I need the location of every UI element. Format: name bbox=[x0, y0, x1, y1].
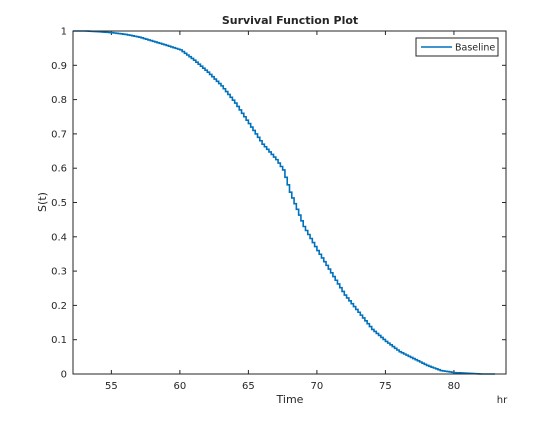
legend-box bbox=[415, 37, 499, 57]
y-axis-label: S(t) bbox=[36, 192, 49, 212]
y-tick-label: 0.7 bbox=[51, 129, 67, 140]
series-layer bbox=[73, 30, 496, 375]
y-tick-label: 0.5 bbox=[51, 198, 67, 209]
y-tick-label: 0.8 bbox=[51, 95, 67, 106]
y-tick-label: 0.2 bbox=[51, 301, 67, 312]
chart-title: Survival Function Plot bbox=[222, 14, 358, 27]
x-tick-label: 70 bbox=[311, 381, 324, 392]
ticks-layer: 55 60 65 70 75 80 0 0.1 0.2 0.3 0.4 0.5 0.6 0.7 0.8 0.9… bbox=[51, 27, 506, 392]
legend-label: Baseline bbox=[455, 43, 495, 54]
legend[interactable]: Baseline bbox=[415, 37, 499, 57]
x-axis-label: Time bbox=[276, 393, 304, 406]
y-tick-label: 1 bbox=[61, 27, 67, 38]
x-tick-label: 55 bbox=[105, 381, 118, 392]
y-tick-label: 0.9 bbox=[51, 61, 67, 72]
y-tick-label: 0 bbox=[61, 370, 67, 381]
plot-frame bbox=[72, 30, 507, 375]
x-tick-label: 65 bbox=[242, 381, 255, 392]
x-tick-label: 75 bbox=[379, 381, 392, 392]
plot-area bbox=[73, 31, 506, 374]
y-tick-label: 0.1 bbox=[51, 335, 67, 346]
y-tick-label: 0.3 bbox=[51, 267, 67, 278]
x-axis-unit: hr bbox=[497, 395, 508, 406]
x-tick-label: 80 bbox=[448, 381, 461, 392]
series-line-baseline bbox=[73, 30, 496, 375]
y-tick-label: 0.4 bbox=[51, 232, 67, 243]
y-tick-label: 0.6 bbox=[51, 164, 67, 175]
x-tick-label: 60 bbox=[174, 381, 187, 392]
